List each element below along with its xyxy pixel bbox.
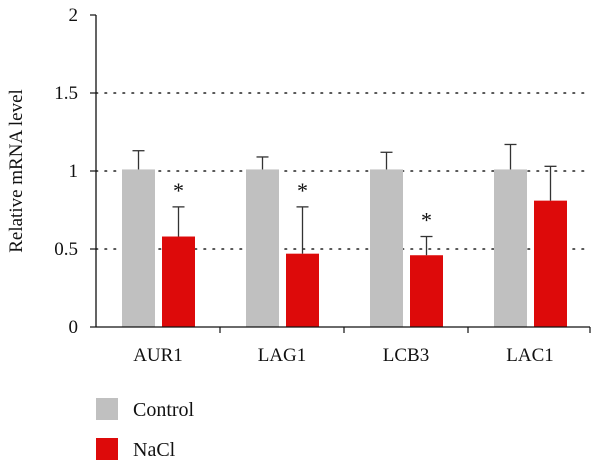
bar-nacl [410, 255, 443, 327]
bar-nacl [534, 200, 567, 327]
bar-nacl [286, 253, 319, 327]
y-tick-label: 1 [69, 161, 79, 182]
y-tick-label: 1.5 [54, 83, 78, 104]
bars [122, 169, 567, 327]
legend-label-nacl: NaCl [133, 439, 176, 461]
bar-nacl [162, 236, 195, 327]
significance-star: * [173, 178, 184, 203]
y-tick-label: 2 [69, 5, 79, 26]
bar-control [370, 169, 403, 327]
x-axis-ticks: AUR1 LAG1 LCB3 LAC1 [133, 327, 591, 366]
y-tick-label: 0 [69, 317, 79, 338]
bar-control [246, 169, 279, 327]
x-tick-label: LCB3 [383, 345, 429, 366]
error-bars [132, 143, 557, 256]
legend-swatch-control [96, 398, 118, 420]
significance-star: * [421, 208, 432, 233]
x-tick-label: LAC1 [506, 345, 554, 366]
x-tick-label: AUR1 [133, 345, 183, 366]
significance-star: * [297, 178, 308, 203]
x-tick-label: LAG1 [258, 345, 307, 366]
significance-markers: * * * [173, 178, 432, 233]
y-axis-title: Relative mRNA level [6, 89, 27, 253]
y-tick-label: 0.5 [54, 239, 78, 260]
legend-label-control: Control [133, 399, 195, 421]
bar-control [122, 169, 155, 327]
y-axis-ticks: 0 0.5 1 1.5 2 [54, 5, 96, 338]
legend-swatch-nacl [96, 438, 118, 460]
legend: Control NaCl [96, 398, 195, 461]
bar-control [494, 169, 527, 327]
